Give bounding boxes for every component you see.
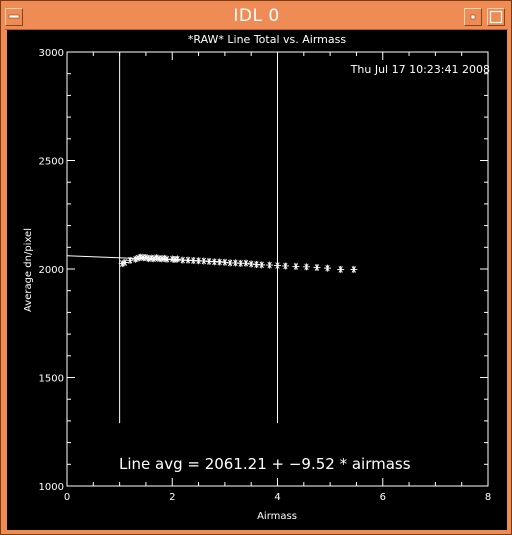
data-point: [200, 257, 208, 265]
x-axis-label: Airmass: [257, 511, 297, 522]
data-point: [274, 262, 281, 270]
data-point: [184, 256, 192, 264]
data-point: [350, 265, 358, 273]
data-point: [163, 255, 171, 263]
plot-canvas: *RAW* Line Total vs. Airmass Thu Jul 17 …: [7, 30, 507, 530]
data-point: [210, 258, 218, 266]
plot-layer: 0 2 4 6 8 1000 1500 2000 2500 3000: [39, 48, 492, 503]
minimize-button[interactable]: [464, 8, 482, 26]
window-menu-icon: [8, 14, 20, 19]
data-point: [231, 259, 239, 267]
x-tick-label: 0: [64, 492, 70, 503]
y-tick-label: 3000: [39, 48, 64, 59]
x-tick-label: 8: [485, 492, 491, 503]
window-title: IDL 0: [233, 6, 280, 26]
data-point: [337, 265, 345, 273]
data-point: [142, 253, 150, 261]
data-point: [118, 260, 126, 268]
y-tick-label: 1000: [39, 482, 64, 493]
data-point: [147, 254, 155, 262]
data-point: [292, 262, 300, 270]
data-point: [237, 259, 245, 267]
x-tick-label: 2: [169, 492, 175, 503]
data-point: [281, 262, 289, 270]
window-menu-button[interactable]: [5, 8, 23, 26]
minimize-icon: [470, 14, 476, 20]
x-tick-label: 6: [380, 492, 386, 503]
data-point: [121, 258, 129, 266]
plot-timestamp: Thu Jul 17 10:23:41 2008: [350, 63, 490, 76]
title-bar[interactable]: IDL 0: [5, 5, 508, 30]
data-point: [126, 256, 134, 264]
maximize-icon: [489, 10, 503, 24]
data-point: [195, 257, 203, 265]
data-point: [179, 256, 187, 264]
data-point: [242, 259, 250, 267]
data-point: [258, 261, 266, 269]
fit-annotation: Line avg = 2061.21 + −9.52 * airmass: [119, 455, 411, 473]
data-point: [266, 261, 274, 269]
y-tick-label: 2500: [39, 157, 64, 168]
x-tick-label: 4: [274, 492, 280, 503]
scatter-plot: *RAW* Line Total vs. Airmass Thu Jul 17 …: [23, 33, 492, 522]
data-point: [152, 254, 160, 262]
data-point: [137, 253, 145, 261]
y-tick-label: 2000: [39, 265, 64, 276]
data-point: [323, 264, 331, 272]
data-point: [131, 255, 139, 263]
data-point: [313, 263, 321, 271]
y-axis-label: Average dn/pixel: [23, 228, 34, 312]
data-point: [174, 255, 182, 263]
data-point: [134, 254, 142, 262]
data-point: [252, 260, 260, 268]
data-point: [160, 254, 168, 262]
data-point: [221, 258, 229, 266]
chart-title: *RAW* Line Total vs. Airmass: [188, 33, 346, 46]
data-point: [216, 258, 224, 266]
data-point: [205, 257, 213, 265]
data-point: [247, 260, 255, 268]
y-tick-label: 1500: [39, 374, 64, 385]
data-point: [189, 257, 197, 265]
data-point: [302, 263, 310, 271]
data-point: [226, 259, 234, 267]
maximize-button[interactable]: [487, 8, 505, 26]
data-point: [150, 255, 158, 263]
